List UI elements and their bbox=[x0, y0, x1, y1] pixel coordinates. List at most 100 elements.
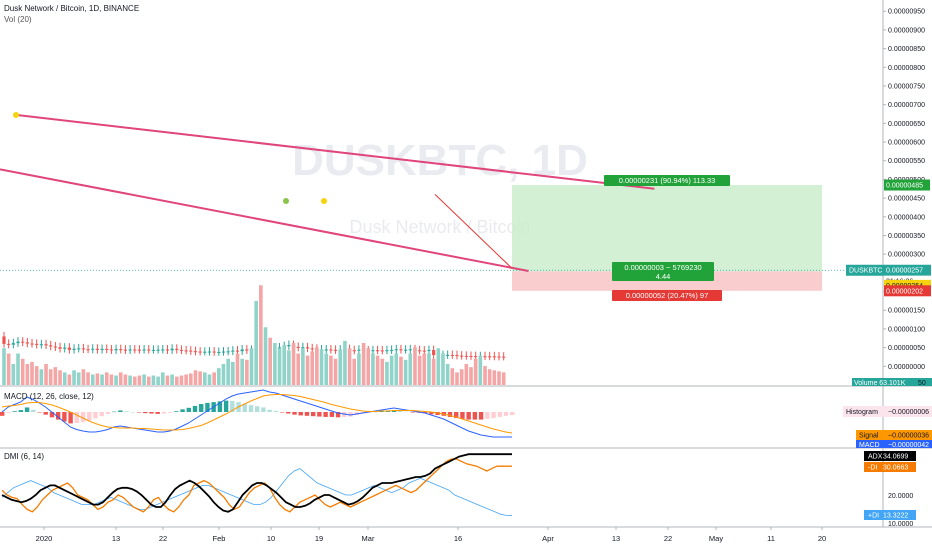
candle bbox=[25, 342, 29, 344]
volume-bar bbox=[132, 376, 137, 385]
volume-bar bbox=[179, 375, 184, 385]
macd-histogram-bar bbox=[24, 407, 30, 412]
macd-histogram-bar bbox=[460, 412, 465, 419]
macd-histogram-bar bbox=[223, 400, 229, 412]
macd-histogram-bar bbox=[261, 407, 266, 412]
volume-bar bbox=[100, 374, 104, 385]
adx-badge-bg bbox=[864, 451, 916, 461]
candle bbox=[324, 349, 328, 351]
macd-histogram-bar bbox=[6, 412, 11, 413]
candle bbox=[7, 343, 11, 345]
candle bbox=[455, 355, 459, 357]
minus-di-badge-label: -DI bbox=[868, 465, 877, 472]
macd-histogram-bar bbox=[55, 412, 61, 420]
macd-histogram-bar bbox=[410, 412, 415, 413]
macd-badge-bg bbox=[856, 440, 932, 448]
volume-bar bbox=[394, 353, 399, 385]
volume-bar bbox=[385, 361, 389, 385]
volume-bar bbox=[151, 375, 156, 385]
macd-histogram-bar bbox=[31, 409, 36, 412]
candle bbox=[119, 349, 123, 351]
volume-bar bbox=[53, 367, 58, 385]
candle bbox=[422, 350, 426, 352]
macd-histogram-bar bbox=[0, 412, 5, 416]
dmi-tick-label: 20.0000 bbox=[888, 493, 913, 500]
volume-bar bbox=[399, 356, 403, 385]
volume-bar bbox=[310, 351, 315, 385]
candle bbox=[105, 348, 109, 350]
time-tick-label: 13 bbox=[612, 534, 620, 543]
volume-bar bbox=[221, 364, 226, 385]
candle bbox=[385, 350, 389, 352]
candle bbox=[371, 350, 375, 352]
price-tick-label: 0.00000100 bbox=[888, 326, 925, 333]
candle bbox=[193, 351, 198, 353]
minus-di-line bbox=[1, 458, 512, 513]
candle bbox=[432, 350, 436, 356]
volume-bar bbox=[118, 372, 123, 385]
adx-badge-value: 34.0699 bbox=[883, 454, 908, 461]
macd-histogram-bar bbox=[199, 404, 204, 412]
candle bbox=[147, 349, 151, 351]
candle bbox=[123, 349, 128, 351]
macd-histogram-bar bbox=[323, 412, 328, 417]
volume-bar bbox=[142, 374, 146, 385]
stop-price-badge: 0.00000202 bbox=[886, 288, 923, 295]
plus-di-badge-label: +DI bbox=[868, 513, 879, 520]
macd-histogram-bar bbox=[130, 412, 136, 413]
volume-bar bbox=[203, 372, 207, 385]
volume-bar bbox=[492, 370, 497, 385]
volume-bar bbox=[473, 358, 478, 385]
volume-bar bbox=[81, 369, 86, 385]
target-label-bg bbox=[604, 175, 730, 186]
volume-bar bbox=[86, 372, 90, 385]
channel-lower-line bbox=[0, 168, 529, 272]
signal-badge-bg bbox=[856, 430, 932, 440]
volume-bar bbox=[501, 372, 506, 385]
macd-histogram-bar bbox=[286, 412, 291, 414]
price-tick-label: 0.00000600 bbox=[888, 140, 925, 147]
volume-indicator-label: Vol (20) bbox=[4, 15, 32, 24]
macd-histogram-bar bbox=[242, 403, 247, 412]
candle bbox=[203, 351, 207, 353]
volume-bar bbox=[104, 372, 109, 385]
candle bbox=[165, 349, 170, 351]
candle bbox=[226, 351, 230, 353]
volume-bar bbox=[48, 369, 53, 385]
volume-bar bbox=[352, 358, 357, 385]
macd-line bbox=[1, 389, 512, 438]
volume-bar bbox=[422, 353, 427, 385]
volume-bar bbox=[333, 358, 338, 385]
volume-bar bbox=[417, 355, 422, 385]
candle bbox=[352, 350, 356, 352]
candle bbox=[179, 349, 184, 351]
volume-bar bbox=[455, 372, 459, 385]
macd-histogram-bar bbox=[485, 412, 490, 419]
macd-histogram-bar bbox=[429, 412, 434, 415]
plus-di-badge-value: 13.3222 bbox=[883, 513, 908, 520]
volume-bar bbox=[11, 364, 16, 385]
volume-bar bbox=[240, 358, 244, 385]
macd-histogram-bar bbox=[310, 412, 316, 417]
macd-histogram-bar bbox=[18, 410, 24, 412]
symbol-badge: DUSKBTC bbox=[849, 268, 882, 275]
candle bbox=[221, 351, 226, 353]
macd-histogram-bar bbox=[105, 412, 111, 414]
last-price-badge-bg bbox=[884, 264, 931, 276]
macd-histogram-bar bbox=[143, 412, 148, 414]
price-tick-label: 0.00000050 bbox=[888, 345, 925, 352]
macd-histogram-bar bbox=[491, 412, 496, 419]
macd-histogram-bar bbox=[298, 412, 303, 416]
volume-bar bbox=[315, 347, 319, 385]
macd-title: MACD (12, 26, close, 12) bbox=[4, 392, 94, 401]
volume-bar bbox=[408, 353, 413, 385]
volume-bar bbox=[156, 376, 160, 385]
entry-label: 4.44 bbox=[656, 272, 671, 281]
volume-bar bbox=[450, 368, 455, 385]
macd-histogram-bar bbox=[93, 412, 98, 419]
candle bbox=[497, 356, 501, 358]
macd-histogram-bar bbox=[161, 412, 167, 414]
macd-histogram-bar bbox=[118, 410, 123, 412]
volume-bar bbox=[366, 348, 371, 385]
